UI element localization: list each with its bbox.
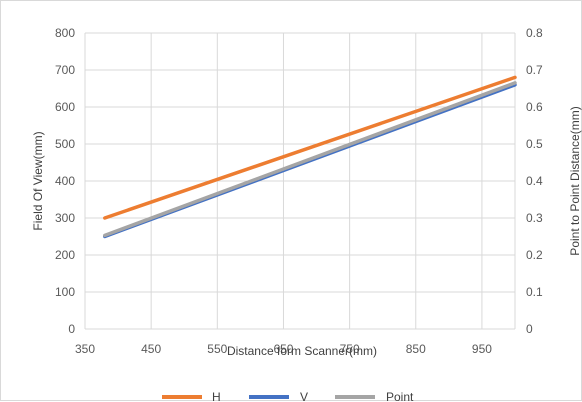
y2-tick-label: 0.2 bbox=[526, 248, 543, 262]
legend-label-h: H bbox=[212, 390, 221, 402]
gridlines bbox=[84, 32, 516, 330]
y-tick-label: 600 bbox=[55, 100, 75, 114]
y-tick-label: 400 bbox=[55, 174, 75, 188]
x-axis-title: Distance form Scanner(mm) bbox=[227, 344, 377, 358]
y2-tick-label: 0.5 bbox=[526, 137, 543, 151]
y2-tick-label: 0.8 bbox=[526, 26, 543, 40]
series-lines bbox=[103, 75, 517, 239]
x-tick-label: 450 bbox=[141, 342, 161, 356]
y-tick-label: 0 bbox=[68, 322, 75, 336]
y-tick-label: 300 bbox=[55, 211, 75, 225]
x-tick-label: 750 bbox=[340, 342, 360, 356]
y2-tick-label: 0.3 bbox=[526, 211, 543, 225]
y-tick-label: 100 bbox=[55, 285, 75, 299]
y2-tick-label: 0.1 bbox=[526, 285, 543, 299]
y-axis-title: Field Of View(mm) bbox=[31, 131, 45, 230]
y2-tick-label: 0.4 bbox=[526, 174, 543, 188]
y2-tick-label: 0 bbox=[526, 322, 533, 336]
x-tick-label: 950 bbox=[472, 342, 492, 356]
y-tick-label: 500 bbox=[55, 137, 75, 151]
legend-label-v: V bbox=[300, 390, 308, 402]
left-axis-ticks: 0 100 200 300 400 500 600 700 800 bbox=[55, 26, 75, 336]
legend: H V Point bbox=[162, 390, 414, 402]
y-tick-label: 700 bbox=[55, 63, 75, 77]
y-tick-label: 800 bbox=[55, 26, 75, 40]
x-tick-label: 350 bbox=[75, 342, 95, 356]
series-line-h bbox=[103, 75, 517, 220]
x-axis-ticks: 350 450 550 650 750 850 950 bbox=[75, 342, 492, 356]
legend-label-point: Point bbox=[386, 390, 414, 402]
y2-tick-label: 0.6 bbox=[526, 100, 543, 114]
x-tick-label: 850 bbox=[406, 342, 426, 356]
right-axis-ticks: 0 0.1 0.2 0.3 0.4 0.5 0.6 0.7 0.8 bbox=[526, 26, 543, 336]
x-tick-label: 650 bbox=[273, 342, 293, 356]
series-line-point bbox=[103, 81, 517, 238]
y2-tick-label: 0.7 bbox=[526, 63, 543, 77]
x-tick-label: 550 bbox=[207, 342, 227, 356]
y-tick-label: 200 bbox=[55, 248, 75, 262]
y2-axis-title: Point to Point Distance(mm) bbox=[568, 106, 582, 255]
